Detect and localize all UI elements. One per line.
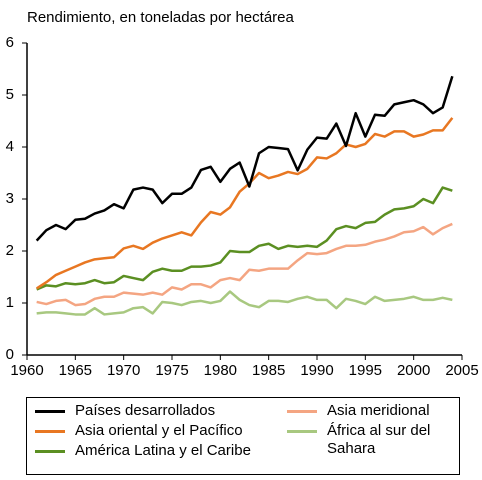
legend-item: Asia meridional [287, 402, 467, 422]
series-line [36, 290, 453, 316]
legend: Países desarrollados Asia oriental y el P… [26, 397, 460, 475]
series-line [35, 117, 454, 290]
legend-item: América Latina y el Caribe [35, 442, 287, 462]
series-line [35, 75, 454, 242]
y-tick-label: 1 [6, 294, 14, 311]
x-tick-label: 1980 [204, 362, 237, 379]
x-tick-label: 1975 [155, 362, 188, 379]
y-tick-label: 6 [6, 34, 14, 51]
legend-swatch [35, 450, 65, 453]
legend-swatch [287, 410, 317, 413]
legend-item: África al sur del Sahara [287, 422, 467, 457]
series-line [36, 186, 453, 291]
y-tick-label: 4 [6, 138, 14, 155]
x-tick-label: 1960 [10, 362, 43, 379]
series-line [36, 222, 453, 307]
x-tick-label: 2005 [445, 362, 478, 379]
legend-label: Asia oriental y el Pacífico [75, 422, 243, 439]
legend-label: Países desarrollados [75, 402, 216, 419]
y-tick-label: 5 [6, 86, 14, 103]
y-tick-label: 0 [6, 346, 14, 363]
chart-title: Rendimiento, en toneladas por hectárea [27, 9, 295, 26]
legend-label: África al sur del Sahara [327, 422, 431, 457]
legend-label: América Latina y el Caribe [75, 442, 251, 459]
legend-item: Países desarrollados [35, 402, 287, 422]
x-tick-label: 1970 [107, 362, 140, 379]
x-tick-label: 2000 [397, 362, 430, 379]
legend-swatch [35, 430, 65, 433]
y-tick-label: 2 [6, 242, 14, 259]
x-tick-label: 1990 [300, 362, 333, 379]
x-tick-label: 1985 [252, 362, 285, 379]
legend-swatch [35, 410, 65, 413]
legend-swatch [287, 430, 317, 433]
y-tick-label: 3 [6, 190, 14, 207]
x-tick-label: 1965 [59, 362, 92, 379]
x-tick-label: 1995 [349, 362, 382, 379]
legend-item: Asia oriental y el Pacífico [35, 422, 287, 442]
chart: Rendimiento, en toneladas por hectárea 0… [6, 9, 479, 379]
legend-label: Asia meridional [327, 402, 430, 419]
